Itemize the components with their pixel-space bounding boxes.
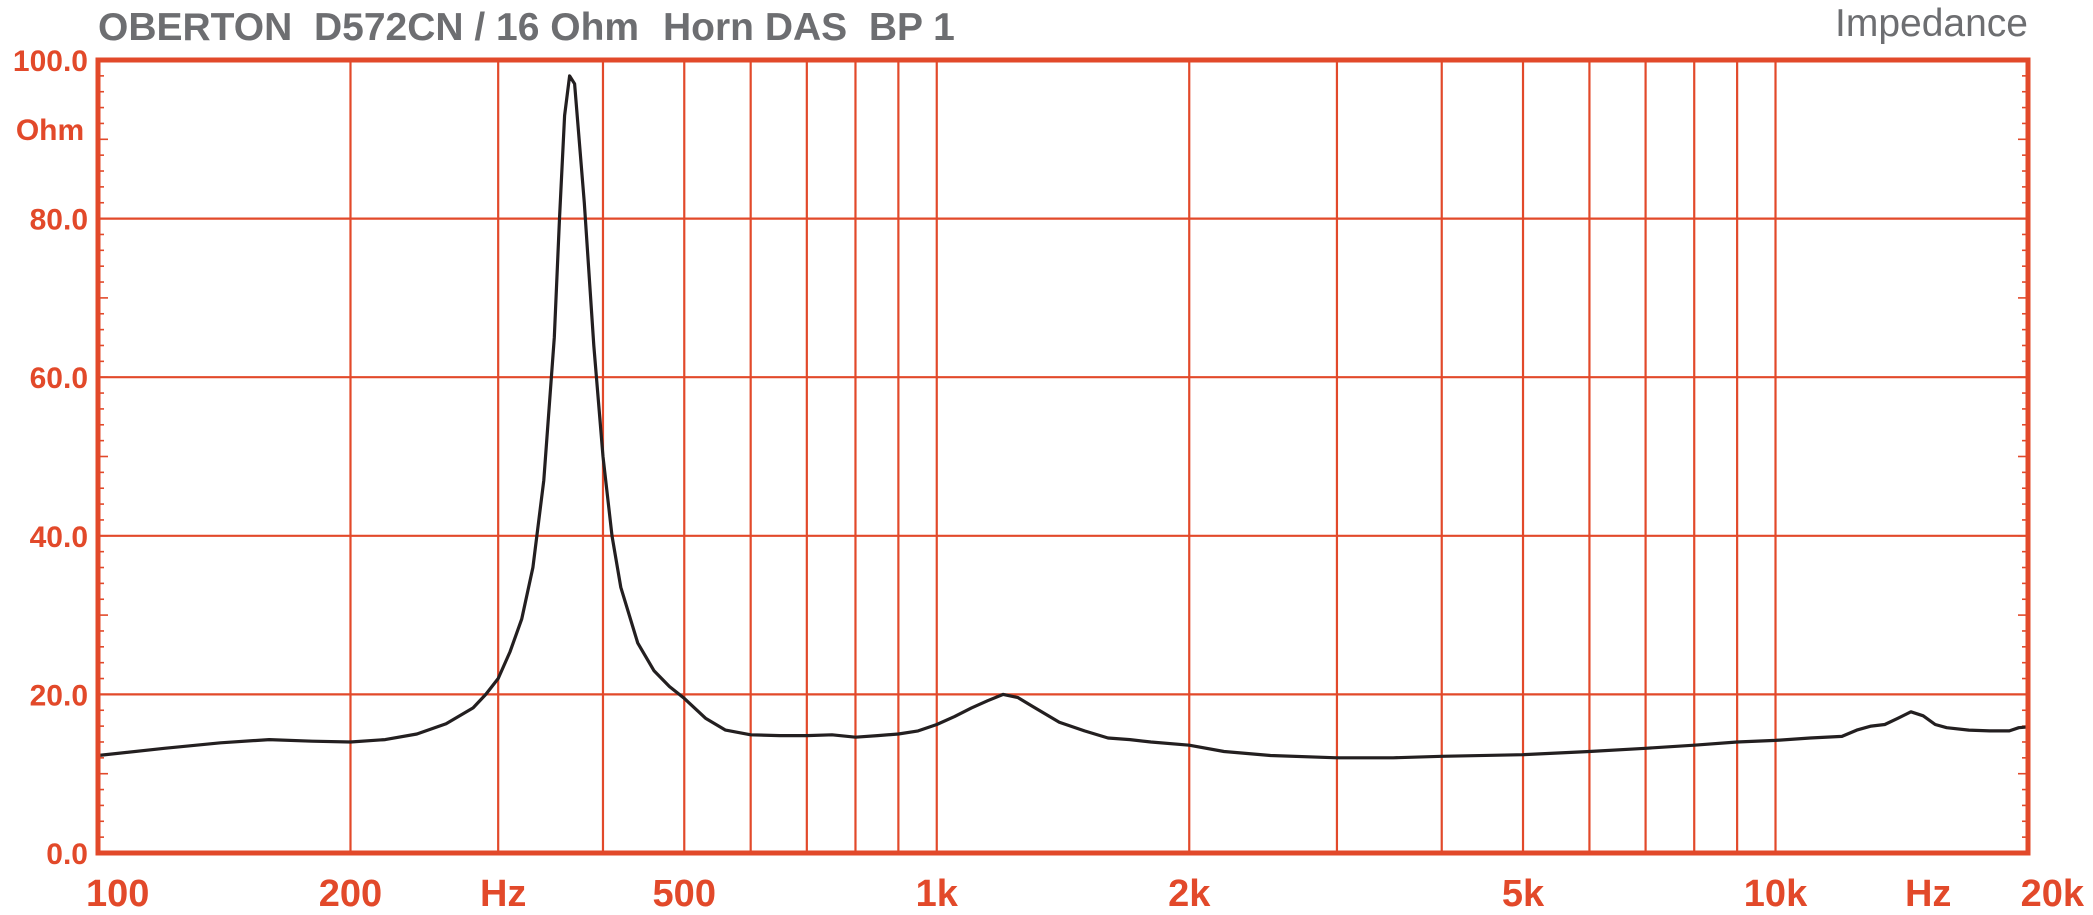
- y-tick-label: 0.0: [46, 838, 88, 871]
- y-tick-label: 20.0: [30, 679, 88, 712]
- x-tick-label: 1k: [916, 873, 959, 915]
- chart-title: OBERTON D572CN / 16 Ohm: [98, 6, 639, 49]
- x-tick-label: 200: [319, 873, 382, 915]
- impedance-curve: [96, 74, 2030, 760]
- x-tick-label: 10k: [1744, 873, 1808, 915]
- y-axis-unit-label: Ohm: [16, 114, 84, 147]
- y-tick-label: 40.0: [30, 521, 88, 554]
- x-unit-label: Hz: [1905, 873, 1951, 915]
- chart-subtitle: Horn DAS BP 1: [663, 6, 955, 49]
- grid: [98, 60, 2028, 853]
- y-tick-label: 60.0: [30, 362, 88, 395]
- labels: OBERTON D572CN / 16 Ohm Horn DAS BP 1 Im…: [13, 2, 2085, 915]
- y-tick-label: 100.0: [13, 45, 88, 78]
- plot-frame: [95, 57, 2031, 856]
- x-tick-label: 5k: [1502, 873, 1545, 915]
- impedance-series: [96, 74, 2030, 760]
- x-tick-label: 20k: [2021, 873, 2085, 915]
- y-tick-label: 80.0: [30, 204, 88, 237]
- x-unit-label: Hz: [480, 873, 526, 915]
- x-tick-label: 100: [86, 873, 149, 915]
- x-tick-label: 500: [653, 873, 716, 915]
- impedance-label: Impedance: [1835, 2, 2028, 45]
- x-tick-label: 2k: [1168, 873, 1211, 915]
